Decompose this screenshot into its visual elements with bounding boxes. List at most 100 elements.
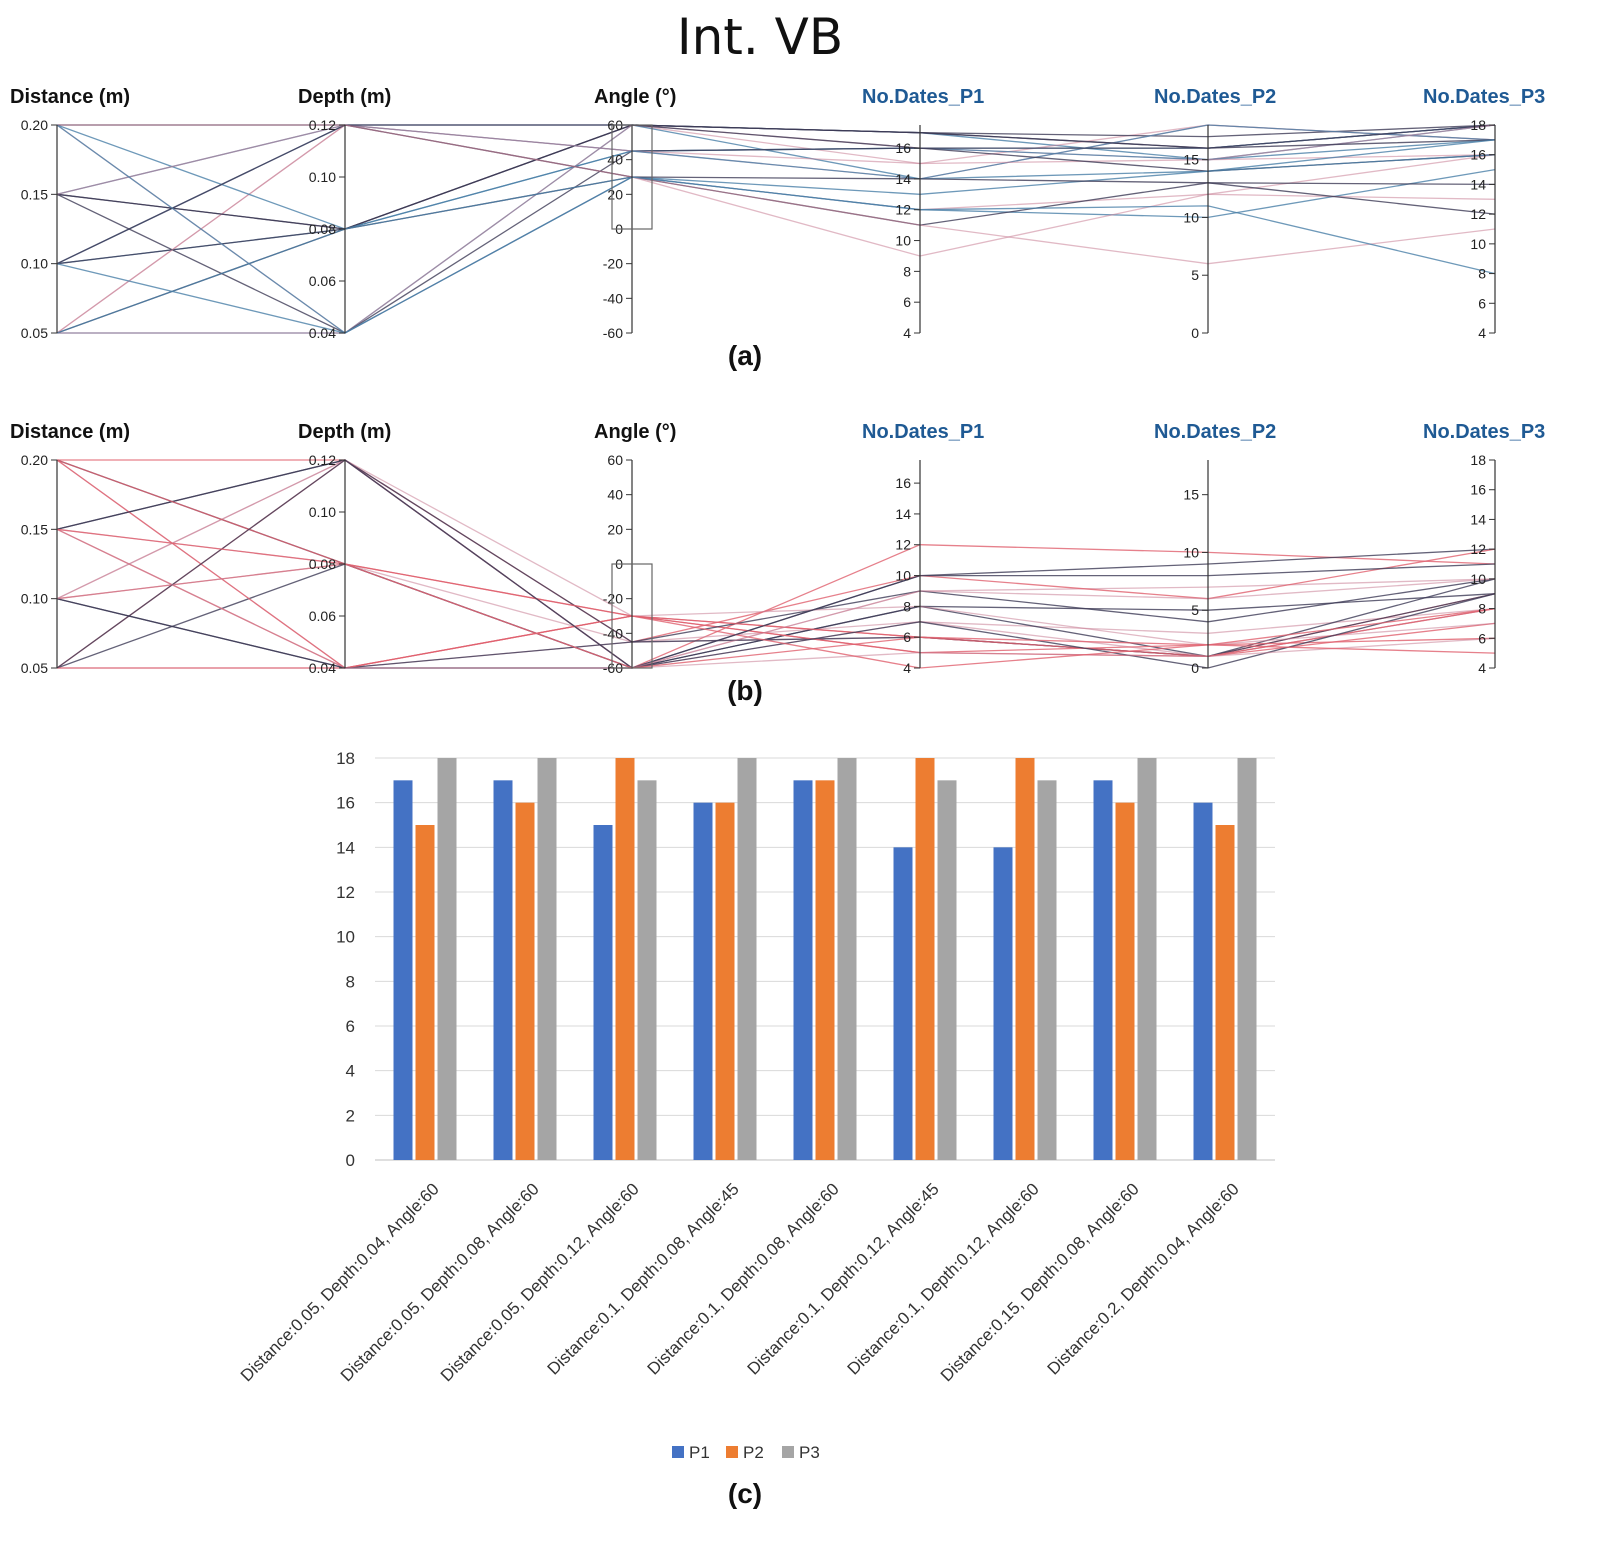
pc-tick-label: 0.20 [21, 452, 48, 468]
pc-axis-name: Depth (m) [298, 421, 391, 443]
pc-line [57, 607, 1496, 669]
pc-tick-label: 8 [1478, 601, 1486, 617]
pc-tick-label: 16 [1470, 482, 1486, 498]
pc-line [56, 528, 1496, 669]
panel-label: (b) [727, 675, 763, 706]
pc-axis[interactable]: No.Dates_P3 18 16 14 12 10 8 6 4 [1423, 86, 1545, 341]
pc-axis-name: No.Dates_P3 [1423, 421, 1545, 443]
x-tick-label: Distance:0.1, Depth:0.08, Angle:45 [544, 1179, 743, 1378]
pc-tick-label: 0 [1191, 325, 1199, 341]
y-tick-label: 14 [336, 838, 355, 857]
pc-tick-label: 4 [903, 660, 911, 676]
pc-tick-label: 0.08 [309, 221, 336, 237]
pc-tick-label: 10 [1183, 209, 1199, 225]
pc-line [56, 593, 1496, 669]
legend: P1 P2 P3 [672, 1443, 820, 1462]
bar-p3 [737, 758, 757, 1160]
pc-tick-label: 10 [1183, 544, 1199, 560]
bar-p1 [1193, 802, 1213, 1160]
pc-tick-label: 0.15 [21, 186, 48, 202]
pc-tick-label: 0.06 [309, 608, 336, 624]
pc-axis[interactable]: Depth (m) 0.12 0.10 0.08 0.06 0.04 [298, 86, 391, 341]
pc-line [57, 124, 1496, 257]
x-tick-label: Distance:0.05, Depth:0.04, Angle:60 [237, 1179, 443, 1385]
pc-tick-label: 0.08 [309, 556, 336, 572]
pc-tick-label: 0.12 [309, 117, 336, 133]
legend-swatch [782, 1446, 794, 1458]
pc-axis[interactable]: No.Dates_P2 15 10 5 0 [1154, 86, 1276, 341]
parallel-coordinates-a: Distance (m) 0.20 0.15 0.10 0.05 Depth (m) 0.1… [10, 86, 1545, 371]
pc-tick-label: 60 [607, 452, 623, 468]
bar-p3 [837, 758, 857, 1160]
legend-label: P1 [689, 1443, 710, 1462]
y-tick-label: 18 [336, 749, 355, 768]
bar-p2 [715, 802, 735, 1160]
bar-p1 [393, 780, 413, 1160]
pc-tick-label: 5 [1191, 602, 1199, 618]
pc-axis-name: Distance (m) [10, 421, 130, 443]
pc-line [57, 124, 1496, 334]
y-tick-label: 16 [336, 794, 355, 813]
pc-line [56, 124, 1496, 265]
pc-axis-name: No.Dates_P1 [862, 86, 984, 108]
bar-p2 [615, 758, 635, 1160]
pc-axis[interactable]: No.Dates_P1 16 14 12 10 8 6 4 [862, 86, 984, 341]
pc-tick-label: 12 [1470, 206, 1486, 222]
x-tick-label: Distance:0.2, Depth:0.04, Angle:60 [1044, 1179, 1243, 1378]
pc-tick-label: 12 [1470, 541, 1486, 557]
bar-p1 [493, 780, 513, 1160]
y-tick-label: 0 [346, 1151, 355, 1170]
pc-tick-label: 14 [895, 506, 911, 522]
pc-tick-label: 0.10 [21, 256, 48, 272]
pc-line [57, 607, 1496, 669]
pc-line [57, 124, 1496, 172]
pc-tick-label: 0.15 [21, 521, 48, 537]
pc-axis[interactable]: No.Dates_P3 18 16 14 12 10 8 6 4 [1423, 421, 1545, 676]
pc-line [56, 124, 1496, 334]
legend-swatch [672, 1446, 684, 1458]
pc-axis[interactable]: Depth (m) 0.12 0.10 0.08 0.06 0.04 [298, 421, 391, 676]
pc-tick-label: 0.20 [21, 117, 48, 133]
pc-tick-label: 5 [1191, 267, 1199, 283]
bar-p2 [1115, 802, 1135, 1160]
pc-tick-label: 0.04 [309, 325, 336, 341]
pc-tick-label: 8 [903, 598, 911, 614]
bar-p1 [893, 847, 913, 1160]
x-tick-label: Distance:0.1, Depth:0.08, Angle:60 [644, 1179, 843, 1378]
pc-tick-label: 6 [903, 294, 911, 310]
y-tick-label: 2 [346, 1106, 355, 1125]
pc-brush[interactable] [611, 563, 653, 669]
pc-tick-label: 20 [607, 186, 623, 202]
pc-line [56, 459, 1496, 646]
pc-tick-label: 10 [1470, 571, 1486, 587]
parallel-coordinates-b: Distance (m) 0.20 0.15 0.10 0.05 Depth (m) 0.1… [10, 421, 1545, 706]
pc-tick-label: 14 [1470, 511, 1486, 527]
pc-brush[interactable] [611, 124, 653, 230]
pc-tick-label: 15 [1183, 152, 1199, 168]
pc-tick-label: -40 [603, 290, 623, 306]
y-tick-label: 12 [336, 883, 355, 902]
x-tick-label: Distance:0.05, Depth:0.08, Angle:60 [337, 1179, 543, 1385]
pc-tick-label: 16 [895, 140, 911, 156]
pc-tick-label: 16 [1470, 147, 1486, 163]
pc-axis[interactable]: No.Dates_P1 16 14 12 10 8 6 4 [862, 421, 984, 676]
pc-tick-label: 10 [1470, 236, 1486, 252]
y-tick-label: 8 [346, 972, 355, 991]
pc-axis[interactable]: Distance (m) 0.20 0.15 0.10 0.05 [10, 86, 130, 341]
y-tick-label: 10 [336, 928, 355, 947]
pc-tick-label: 0.12 [309, 452, 336, 468]
bar-p1 [793, 780, 813, 1160]
bar-p3 [637, 780, 657, 1160]
pc-line [56, 168, 1496, 334]
pc-axis-name: No.Dates_P2 [1154, 421, 1276, 443]
page-title: Int. VB [676, 8, 844, 66]
pc-tick-label: 0.10 [309, 504, 336, 520]
pc-tick-label: 0.06 [309, 273, 336, 289]
y-tick-label: 4 [346, 1062, 355, 1081]
pc-axis[interactable]: No.Dates_P2 15 10 5 0 [1154, 421, 1276, 676]
pc-axis[interactable]: Distance (m) 0.20 0.15 0.10 0.05 [10, 421, 130, 676]
pc-tick-label: -40 [603, 625, 623, 641]
pc-line [56, 528, 1496, 669]
